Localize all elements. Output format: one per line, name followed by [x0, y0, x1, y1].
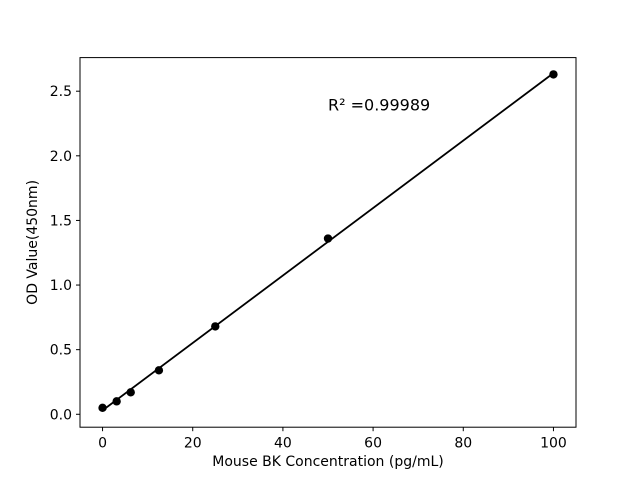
y-tick-label: 0.5 [50, 343, 72, 359]
y-tick-label: 0.0 [50, 407, 72, 423]
axes-frame [79, 57, 577, 428]
data-point [323, 234, 333, 243]
data-point [154, 366, 164, 375]
x-axis-label: Mouse BK Concentration (pg/mL) [212, 454, 443, 470]
x-tick-label: 60 [364, 436, 382, 452]
y-tick-label: 2.0 [50, 149, 72, 165]
y-tick-label: 1.5 [50, 213, 72, 229]
y-axis-label: OD Value(450nm) [25, 180, 41, 305]
x-tick-label: 0 [98, 436, 107, 452]
data-point [211, 322, 220, 331]
data-point [549, 70, 558, 79]
data-point [98, 403, 107, 413]
data-point [112, 397, 121, 406]
y-tick-label: 1.0 [50, 278, 72, 294]
data-point [126, 388, 135, 397]
x-tick-label: 40 [274, 436, 292, 452]
x-tick-label: 80 [454, 436, 472, 452]
r-squared-annotation: R² =0.99989 [328, 96, 430, 115]
x-tick-label: 100 [540, 436, 567, 452]
x-tick-label: 20 [184, 436, 202, 452]
y-tick-label: 2.5 [50, 84, 72, 100]
